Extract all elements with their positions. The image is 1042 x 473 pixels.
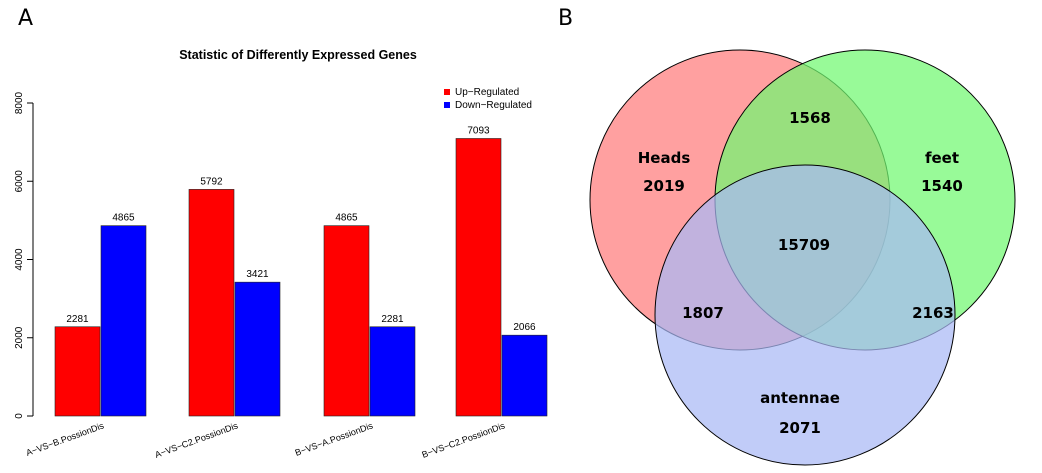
bar-value-label: 2066: [513, 322, 536, 333]
bar-up-regulated: [323, 225, 370, 417]
count-all: 15709: [778, 236, 830, 254]
set-label-heads: Heads: [638, 149, 691, 167]
bar-up-regulated: [54, 326, 101, 417]
x-tick-label: A−VS−B.PossionDis: [25, 420, 106, 458]
chart-title: Statistic of Differently Expressed Genes: [179, 48, 417, 62]
y-tick-label: 2000: [14, 326, 25, 349]
bar-down-regulated: [369, 326, 416, 417]
bar-chart: Statistic of Differently Expressed Genes…: [14, 48, 548, 460]
count-heads-feet: 1568: [789, 109, 831, 127]
count-feet-only: 1540: [921, 177, 963, 195]
y-axis-ticks: 0 2000 4000 6000 8000: [14, 91, 33, 419]
count-heads-antennae: 1807: [682, 304, 724, 322]
y-tick-label: 6000: [14, 170, 25, 193]
legend: Up−Regulated Down−Regulated: [444, 87, 532, 111]
bar-up-regulated: [455, 138, 502, 417]
bar-down-regulated: [100, 225, 147, 417]
x-axis-labels: A−VS−B.PossionDis A−VS−C2.PossionDis B−VS−…: [25, 420, 507, 460]
y-tick-label: 4000: [14, 248, 25, 271]
set-label-antennae: antennae: [760, 389, 840, 407]
bar-value-label: 4865: [335, 213, 358, 224]
bar-up-regulated: [188, 189, 235, 417]
panel-a-label: A: [18, 6, 34, 31]
bar-value-label: 7093: [467, 125, 490, 136]
bar-value-label: 3421: [246, 269, 269, 280]
y-tick-label: 8000: [14, 91, 25, 114]
bars: 2281 4865 5792 3421 4865 2281 7093 2066: [54, 125, 548, 417]
bar-value-label: 2281: [66, 314, 89, 325]
x-tick-label: A−VS−C2.PossionDis: [153, 420, 239, 460]
bar-down-regulated: [234, 281, 281, 417]
count-antennae-only: 2071: [779, 419, 821, 437]
legend-label-down: Down−Regulated: [455, 100, 532, 111]
legend-swatch-up: [444, 89, 450, 95]
circle-antennae: [654, 164, 956, 466]
bar-value-label: 5792: [200, 176, 223, 187]
venn-diagram: Heads 2019 feet 1540 1568 15709 1807 216…: [589, 49, 1016, 466]
count-feet-antennae: 2163: [912, 304, 954, 322]
legend-swatch-down: [444, 102, 450, 108]
count-heads-only: 2019: [643, 177, 685, 195]
bar-value-label: 4865: [112, 213, 135, 224]
set-label-feet: feet: [925, 149, 959, 167]
x-tick-label: B−VS−A.PossionDis: [294, 420, 375, 458]
legend-label-up: Up−Regulated: [455, 87, 519, 98]
panel-b-label: B: [558, 6, 574, 31]
y-tick-label: 0: [14, 413, 25, 419]
bar-value-label: 2281: [381, 314, 404, 325]
x-tick-label: B−VS−C2.PossionDis: [420, 420, 506, 460]
bar-down-regulated: [501, 334, 548, 417]
